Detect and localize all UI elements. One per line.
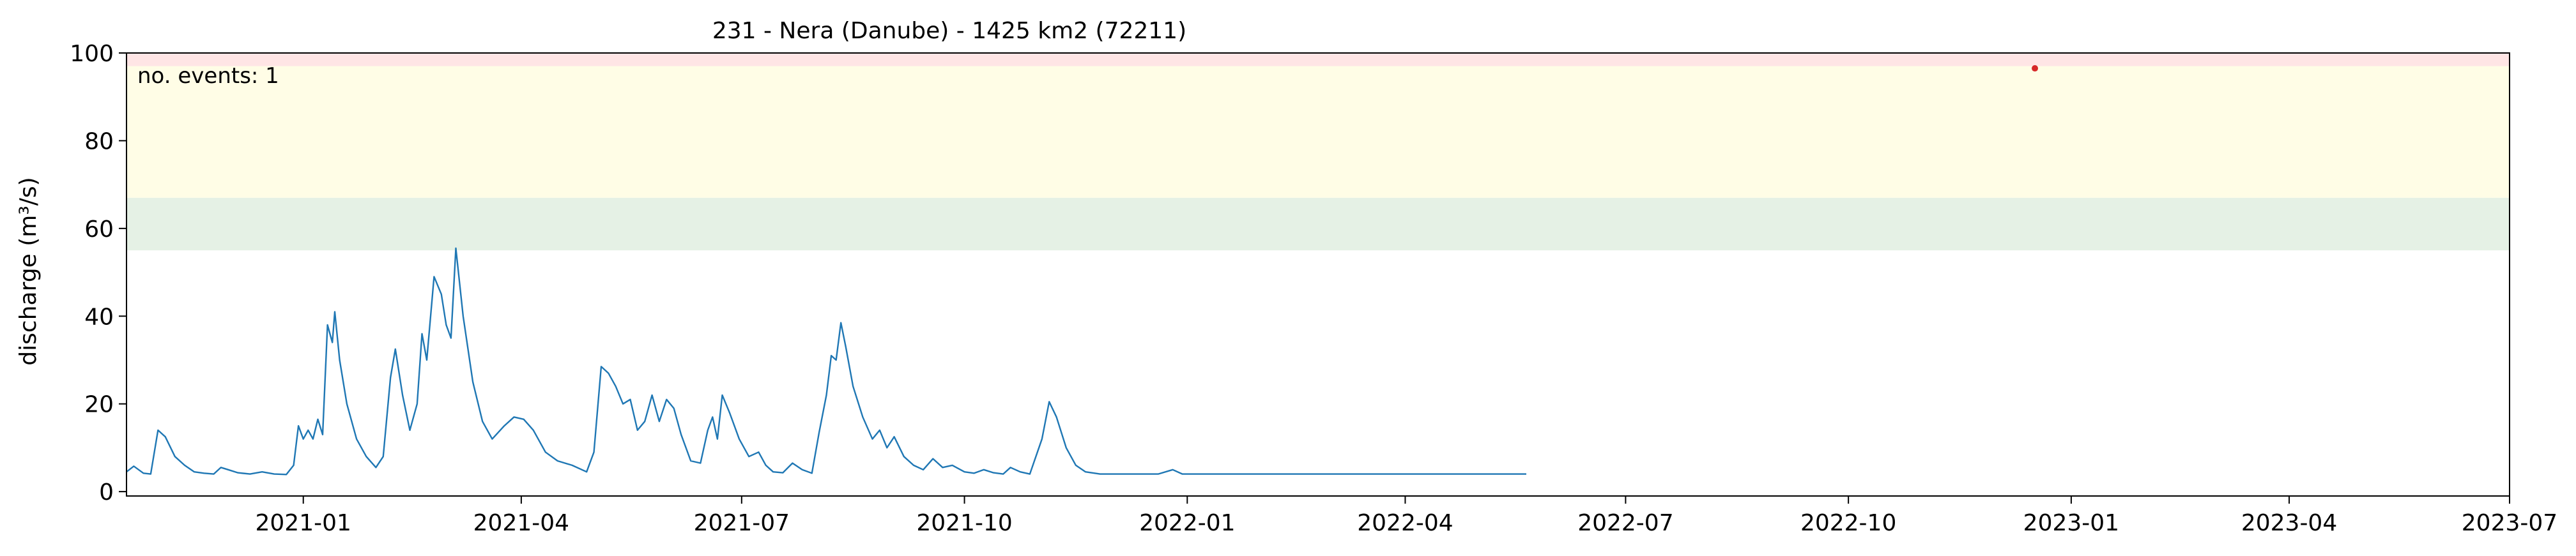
x-tick-label: 2022-04 bbox=[1357, 510, 1453, 536]
x-tick-label: 2022-10 bbox=[1800, 510, 1896, 536]
event-marker-0 bbox=[2032, 65, 2039, 72]
threshold-band-0 bbox=[126, 197, 2510, 251]
x-tick-label: 2023-01 bbox=[2023, 510, 2119, 536]
threshold-bands bbox=[126, 53, 2510, 251]
chart-title: 231 - Nera (Danube) - 1425 km2 (72211) bbox=[712, 18, 1186, 44]
y-tick-label: 100 bbox=[70, 41, 114, 67]
y-tick-label: 40 bbox=[84, 304, 114, 330]
events-annotation: no. events: 1 bbox=[137, 63, 279, 89]
x-tick-label: 2023-07 bbox=[2462, 510, 2557, 536]
y-tick-label: 0 bbox=[99, 479, 114, 506]
x-tick-label: 2022-01 bbox=[1139, 510, 1235, 536]
plot-frame bbox=[126, 52, 2510, 497]
x-tick-label: 2021-01 bbox=[256, 510, 351, 536]
series-layer bbox=[126, 247, 1526, 476]
y-tick-label: 20 bbox=[84, 392, 114, 418]
x-tick-label: 2023-04 bbox=[2241, 510, 2337, 536]
event-markers bbox=[2032, 65, 2039, 72]
series-line-0 bbox=[126, 247, 1526, 476]
x-tick-label: 2022-07 bbox=[1577, 510, 1673, 536]
y-axis-label: discharge (m³/s) bbox=[15, 177, 42, 365]
threshold-band-1 bbox=[126, 66, 2510, 198]
threshold-band-2 bbox=[126, 53, 2510, 66]
x-tick-label: 2021-07 bbox=[694, 510, 790, 536]
axis-ticks: 0 20 40 60 80 100 2021-01 2021-04 2021-07 2021-10… bbox=[70, 41, 2557, 536]
y-tick-label: 80 bbox=[84, 128, 114, 154]
x-tick-label: 2021-04 bbox=[473, 510, 569, 536]
y-tick-label: 60 bbox=[84, 216, 114, 243]
x-tick-label: 2021-10 bbox=[916, 510, 1012, 536]
